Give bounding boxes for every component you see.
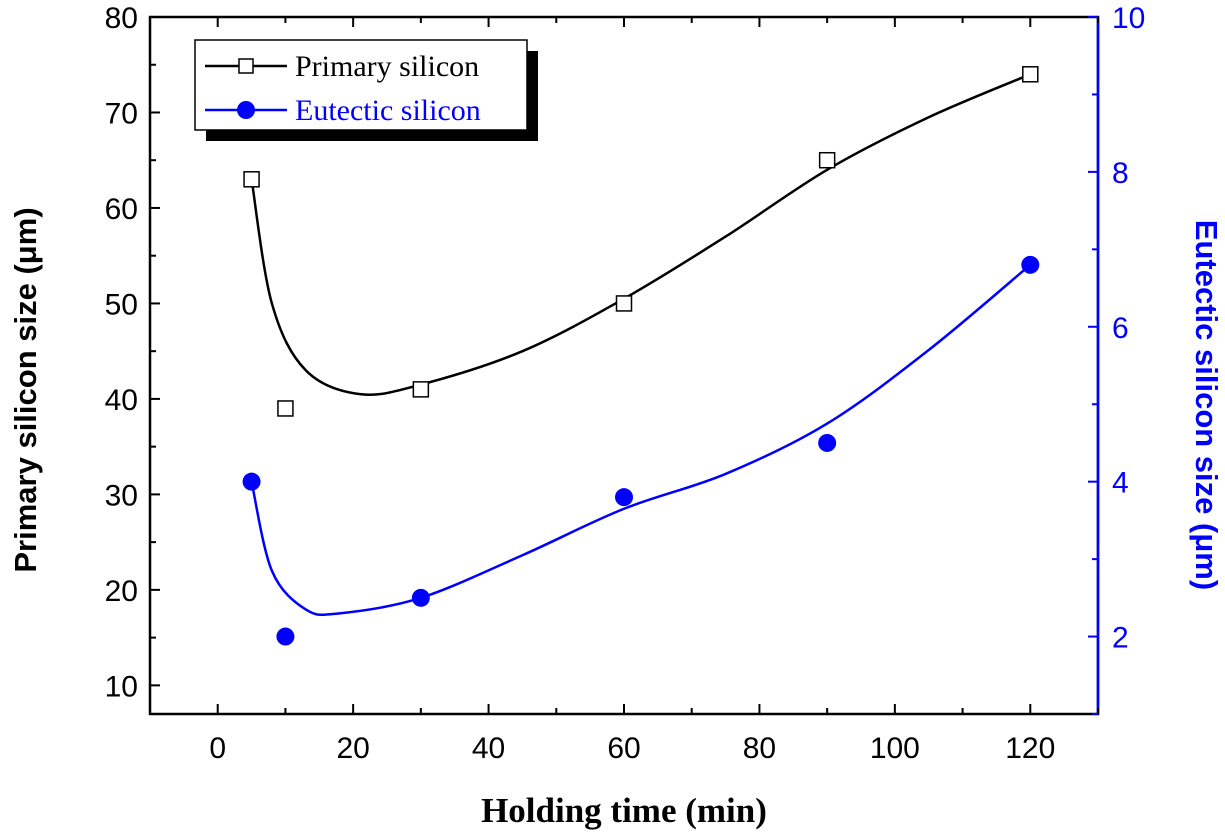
y2-tick-label: 10: [1112, 2, 1145, 35]
fitted-curves: [250, 73, 1032, 617]
y-tick-label: 40: [105, 384, 138, 417]
y-tick-label: 70: [105, 97, 138, 130]
x-tick-label: 120: [1005, 732, 1055, 765]
y-tick-label: 20: [105, 575, 138, 608]
y2-tick-label: 4: [1112, 467, 1129, 500]
eutectic-silicon-point: [276, 627, 295, 646]
y2-tick-label: 6: [1112, 312, 1129, 345]
y2-axis-ticks: 2 4 6 8 10: [1088, 2, 1145, 715]
y-tick-label: 30: [105, 479, 138, 512]
x-tick-label: 40: [472, 732, 505, 765]
primary-silicon-point: [615, 295, 633, 312]
x-tick-label: 0: [209, 732, 226, 765]
primary-silicon-point: [818, 151, 836, 169]
legend-marker-eutectic: [237, 101, 255, 119]
x-tick-label: 60: [607, 732, 640, 765]
primary-silicon-point: [1022, 66, 1039, 83]
eutectic-silicon-point: [242, 472, 261, 491]
y2-tick-label: 2: [1112, 622, 1129, 655]
primary-silicon-curve: [250, 73, 1031, 396]
y-tick-label: 80: [105, 2, 138, 35]
x-tick-label: 20: [336, 732, 369, 765]
eutectic-silicon-point: [818, 433, 837, 452]
primary-silicon-point: [243, 171, 260, 188]
x-axis-ticks: 0 20 40 60 80 100 120: [149, 17, 1099, 765]
primary-silicon-point: [412, 381, 430, 398]
y-tick-label: 60: [105, 193, 138, 226]
primary-silicon-point: [277, 400, 294, 417]
data-markers: [242, 66, 1040, 646]
y-axis-title: Primary silicon size (μm): [8, 207, 43, 572]
x-tick-label: 100: [870, 732, 920, 765]
y2-tick-label: 8: [1112, 157, 1129, 190]
x-axis-title: Holding time (min): [481, 791, 767, 830]
eutectic-silicon-curve: [250, 263, 1032, 617]
y-tick-label: 50: [105, 288, 138, 321]
legend: Primary silicon Eutectic silicon: [194, 39, 538, 141]
eutectic-silicon-point: [615, 488, 633, 507]
y-axis-ticks: 10 20 30 40 50 60 70 80: [105, 2, 160, 703]
eutectic-silicon-point: [411, 588, 430, 607]
y2-axis-title: Eutectic silicon size (μm): [1189, 220, 1224, 590]
legend-marker-primary: [238, 58, 254, 74]
legend-label-primary: Primary silicon: [295, 50, 479, 83]
x-tick-label: 80: [743, 732, 776, 765]
eutectic-silicon-point: [1021, 255, 1040, 274]
y-tick-label: 10: [105, 670, 138, 703]
legend-label-eutectic: Eutectic silicon: [295, 94, 481, 127]
